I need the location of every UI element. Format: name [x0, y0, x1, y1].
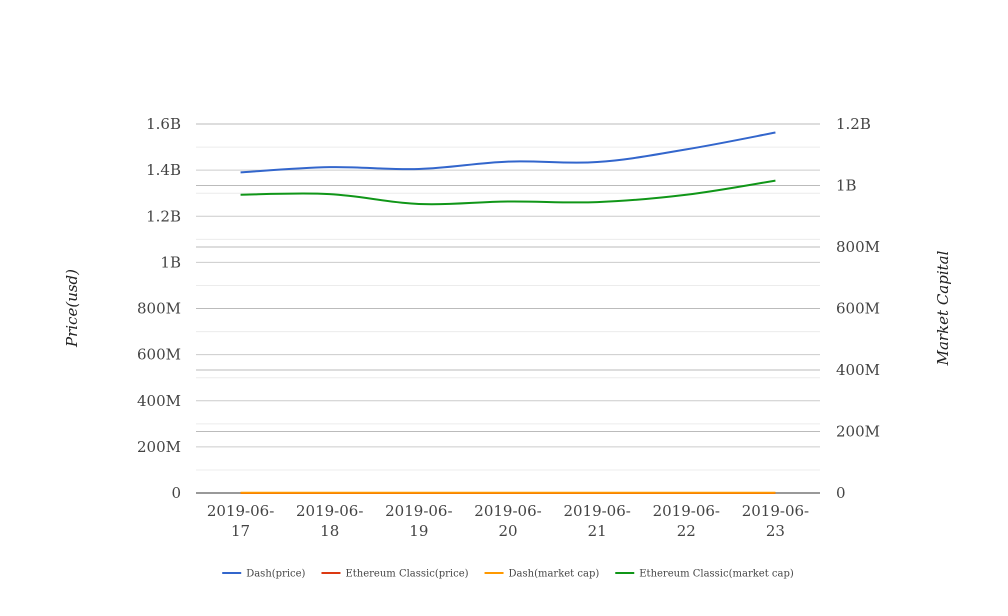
series-line-ethereum-classic-market-cap: [240, 179, 776, 206]
y-left-tick-labels: 0 200M 400M 600M 800M 1B 1.2B 1.4B 1.6B: [137, 115, 181, 502]
legend-label: Ethereum Classic(market cap): [639, 569, 794, 580]
y-left-tick-label: 1.6B: [146, 115, 181, 133]
x-tick-label: 2019-06-23: [742, 502, 809, 540]
y-right-tick-label: 1.2B: [836, 115, 871, 133]
y-left-tick-label: 1.2B: [146, 207, 181, 225]
y-right-tick-label: 400M: [836, 361, 880, 379]
grid-right: [196, 123, 820, 432]
x-tick-label: 2019-06-17: [207, 502, 274, 540]
x-tick-label: 2019-06-22: [653, 502, 720, 540]
legend[interactable]: Dash(price) Ethereum Classic(price) Dash(m…: [222, 569, 794, 580]
legend-item-dash-price[interactable]: Dash(price): [222, 569, 306, 580]
legend-item-ethereum-classic-market-cap[interactable]: Ethereum Classic(market cap): [615, 569, 794, 580]
y-right-tick-label: 1B: [836, 177, 857, 195]
legend-item-dash-market-cap[interactable]: Dash(market cap): [484, 569, 600, 580]
y-left-tick-label: 1B: [160, 253, 181, 271]
y-left-tick-label: 200M: [137, 438, 181, 456]
y-left-tick-label: 400M: [137, 392, 181, 410]
legend-label: Dash(price): [246, 569, 305, 580]
y-right-tick-label: 200M: [836, 423, 880, 441]
x-tick-label: 2019-06-20: [474, 502, 541, 540]
x-tick-label: 2019-06-21: [563, 502, 630, 540]
y-left-tick-label: 600M: [137, 346, 181, 364]
y-left-tick-label: 800M: [137, 300, 181, 318]
grid-left: [196, 123, 820, 471]
x-tick-label: 2019-06-19: [385, 502, 452, 540]
y-right-tick-label: 0: [836, 484, 846, 502]
series-layer: [240, 131, 776, 495]
series-line-dash-price: [240, 131, 776, 174]
y-right-tick-labels: 0 200M 400M 600M 800M 1B 1.2B: [836, 115, 880, 502]
legend-label: Dash(market cap): [509, 569, 600, 580]
x-tick-labels: 2019-06-17 2019-06-18 2019-06-19 2019-06-20…: [207, 502, 809, 540]
y-axis-title-left: Price(usd): [63, 269, 81, 348]
y-right-tick-label: 800M: [836, 238, 880, 256]
y-axis-title-right: Market Capital: [934, 250, 952, 366]
y-left-tick-label: 1.4B: [146, 161, 181, 179]
y-right-tick-label: 600M: [836, 300, 880, 318]
legend-item-ethereum-classic-price[interactable]: Ethereum Classic(price): [321, 569, 469, 580]
y-left-tick-label: 0: [171, 484, 181, 502]
legend-label: Ethereum Classic(price): [345, 569, 468, 580]
x-tick-label: 2019-06-18: [296, 502, 363, 540]
